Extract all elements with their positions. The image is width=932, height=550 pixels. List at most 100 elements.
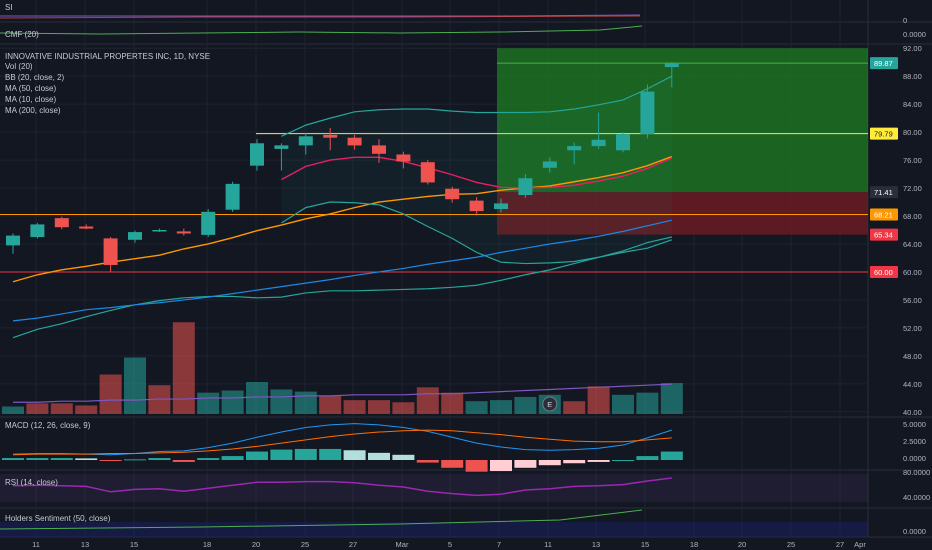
price-tick-label: 52.00 <box>903 324 922 333</box>
volume-bar <box>563 401 586 414</box>
candle-body <box>542 161 557 168</box>
price-tick-label: 48.00 <box>903 352 922 361</box>
bb-label: BB (20, close, 2) <box>5 73 64 82</box>
candle-body <box>420 162 435 183</box>
price-tick-label: 60.00 <box>903 268 922 277</box>
bb-upper-line <box>281 75 673 137</box>
price-tag <box>870 208 898 221</box>
cmf-label: CMF (20) <box>5 30 39 39</box>
price-tick-label: 56.00 <box>903 296 922 305</box>
macd-hist-bar <box>563 460 586 464</box>
volume-ma-line <box>13 383 672 403</box>
volume-bar <box>490 400 512 414</box>
macd-hist-bar <box>2 458 24 460</box>
macd-hist-bar <box>636 456 659 460</box>
macd-hist-bar <box>514 460 537 468</box>
macd-hist-bar <box>75 458 98 460</box>
macd-tick: 2.5000 <box>903 437 926 446</box>
candles[interactable]: E <box>6 62 679 412</box>
x-tick-label: 7 <box>497 540 501 549</box>
candle-body <box>347 137 362 146</box>
macd-hist-bar <box>660 451 683 460</box>
price-tag <box>870 186 898 199</box>
candle-body <box>396 154 411 162</box>
candle-body <box>567 146 582 151</box>
x-tick-label: 11 <box>544 540 552 549</box>
ma200-label: MA (200, close) <box>5 106 61 115</box>
price-tick-label: 92.00 <box>903 44 922 53</box>
x-tick-label: 20 <box>738 540 746 549</box>
candle-body <box>250 143 264 166</box>
candle-body <box>225 183 240 210</box>
x-tick-label: 13 <box>81 540 89 549</box>
ma-blue-line <box>12 219 672 322</box>
macd-hist-bar <box>99 460 122 461</box>
vol-label: Vol (20) <box>5 62 33 71</box>
macd-hist-bar <box>26 458 49 460</box>
candle-body <box>664 63 679 68</box>
price-tick-label: 40.00 <box>903 408 922 417</box>
candle-body <box>640 91 655 135</box>
price-tag-label: 79.79 <box>874 130 893 139</box>
x-tick-label: Mar <box>396 540 409 549</box>
macd-hist-bar <box>392 454 415 460</box>
holders-line <box>0 509 643 530</box>
macd-hist-bar <box>587 460 610 462</box>
price-tag-label: 89.87 <box>874 59 893 68</box>
rsi-line <box>12 477 672 497</box>
si-label: SI <box>5 3 13 12</box>
price-tick-label: 76.00 <box>903 156 922 165</box>
macd-hist-bar <box>343 450 366 460</box>
volume-bar <box>26 403 49 414</box>
candle-body <box>176 231 191 234</box>
rsi-band <box>0 474 868 502</box>
candle-body <box>30 224 45 237</box>
candle-body <box>128 232 142 240</box>
candle-body <box>323 134 338 138</box>
bb-fill <box>281 76 672 264</box>
price-tick-label: 64.00 <box>903 240 922 249</box>
macd-hist-bar <box>490 460 512 472</box>
macd-line <box>12 423 672 456</box>
macd-hist-bar <box>441 460 464 468</box>
si-line <box>0 14 641 17</box>
candle-body <box>372 145 386 154</box>
x-tick-label: 25 <box>301 540 309 549</box>
price-tick-label: 84.00 <box>903 100 922 109</box>
macd-hist-bar <box>221 456 244 460</box>
candle-body <box>469 200 484 212</box>
x-tick-label: 13 <box>592 540 600 549</box>
candle-body <box>103 238 118 265</box>
volume-bar <box>294 391 317 414</box>
rsi-tick: 40.0000 <box>903 493 930 502</box>
price-tick-label: 68.00 <box>903 212 922 221</box>
macd-hist-bar <box>148 458 171 460</box>
symbol-title: INNOVATIVE INDUSTRIAL PROPERTES INC, 1D,… <box>5 52 210 61</box>
volume-bar <box>319 395 342 414</box>
holders-label: Holders Sentiment (50, close) <box>5 514 111 523</box>
candle-body <box>274 145 289 149</box>
candle-body <box>616 134 630 151</box>
macd-hist-bar <box>246 451 268 460</box>
macd-hist-bar <box>124 459 146 461</box>
x-tick-label: 18 <box>203 540 211 549</box>
price-tick-label: 80.00 <box>903 128 922 137</box>
volume-bars <box>2 322 683 414</box>
volume-bar <box>197 392 220 414</box>
cmf-line <box>0 25 643 35</box>
volume-bar <box>465 401 488 414</box>
candle-body <box>6 235 20 246</box>
volume-bar <box>75 405 98 414</box>
x-tick-label: 20 <box>252 540 260 549</box>
x-tick-label: 18 <box>690 540 698 549</box>
price-tag-label: 71.41 <box>874 188 893 197</box>
ma-teal-line <box>12 236 672 339</box>
x-tick-label: 11 <box>32 540 40 549</box>
candle-body <box>298 136 313 146</box>
volume-bar <box>124 357 146 414</box>
macd-hist-bar <box>319 448 342 460</box>
volume-bar <box>2 406 24 414</box>
price-tag-label: 68.21 <box>874 211 893 220</box>
indicator-panes <box>0 14 868 537</box>
